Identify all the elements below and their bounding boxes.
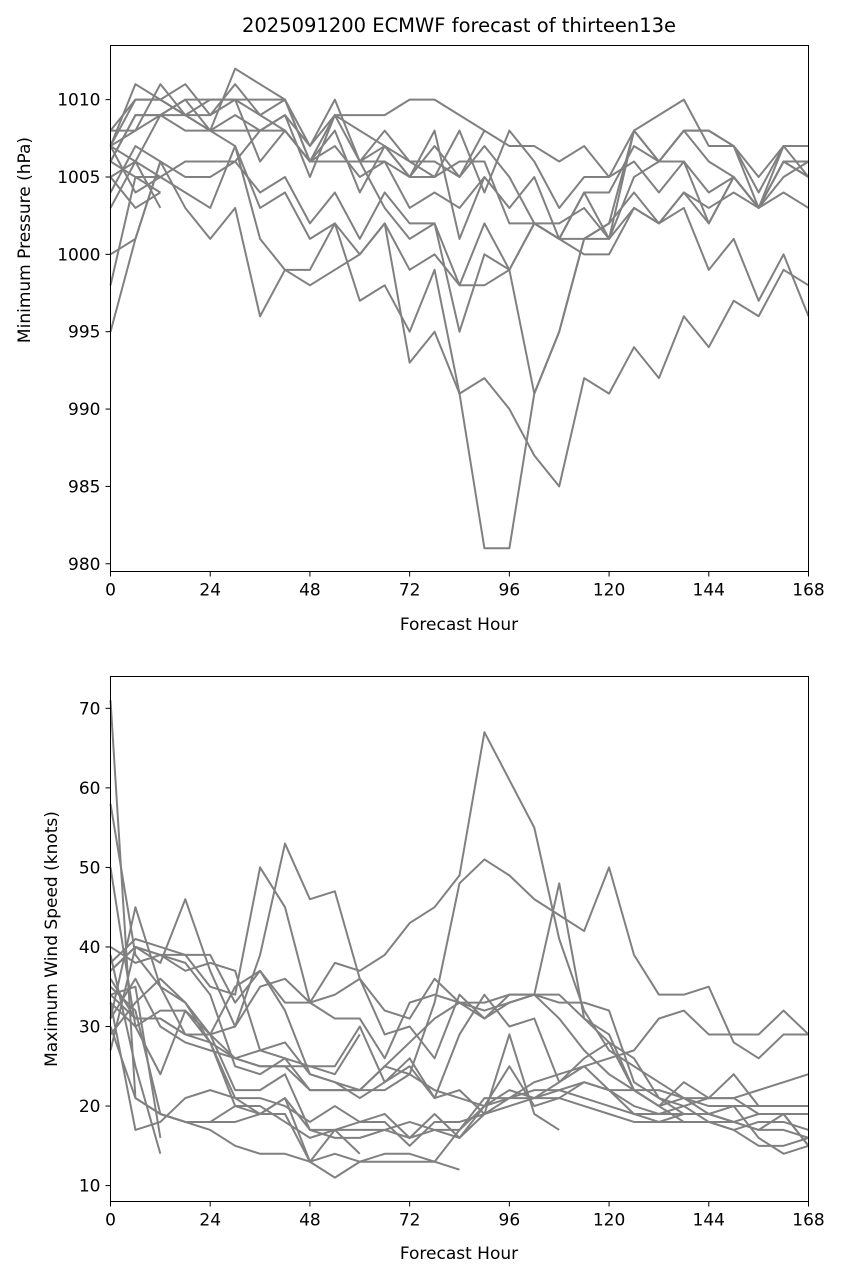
pressure-series-line-17 (109, 161, 162, 256)
pressure-y-tick-label: 980 (68, 555, 100, 575)
wind-y-tick-label: 20 (79, 1097, 101, 1117)
pressure-x-tick-label: 24 (199, 581, 221, 601)
wind-axes-frame (110, 676, 809, 1202)
wind-series-line-6 (109, 946, 810, 1108)
wind-y-tick-label: 30 (79, 1018, 101, 1038)
pressure-series-line-11 (109, 98, 485, 163)
wind-series-line-14 (109, 986, 710, 1147)
wind-series-line-19 (110, 985, 162, 1139)
wind-series-line-15 (109, 882, 809, 1131)
wind-series-line-17 (109, 977, 361, 1076)
pressure-x-tick-label: 168 (792, 581, 824, 601)
wind-x-axis-label: Forecast Hour (400, 1244, 518, 1264)
pressure-series-group (109, 67, 810, 550)
pressure-x-tick-label: 72 (399, 581, 421, 601)
wind-series-line-4 (109, 731, 809, 1108)
wind-series-line-12 (109, 993, 809, 1108)
pressure-series-line-3 (109, 67, 809, 209)
pressure-x-tick-label: 0 (105, 581, 116, 601)
pressure-x-tick-label: 144 (693, 581, 725, 601)
pressure-y-tick-label: 990 (68, 400, 100, 420)
pressure-series-line-12 (109, 114, 486, 240)
wind-y-tick-label: 50 (79, 858, 101, 878)
wind-x-tick-label: 24 (199, 1211, 221, 1231)
pressure-panel: 2025091200 ECMWF forecast of thirteen13e… (15, 14, 825, 635)
pressure-y-tick-label: 1005 (57, 168, 100, 188)
wind-x-tick-label: 168 (792, 1211, 824, 1231)
wind-y-tick-label: 70 (79, 699, 101, 719)
pressure-series-line-13 (109, 145, 161, 194)
pressure-x-tick-label: 120 (593, 581, 625, 601)
pressure-y-tick-label: 1010 (57, 91, 100, 111)
pressure-x-tick-label: 48 (299, 581, 321, 601)
wind-x-tick-label: 48 (299, 1211, 321, 1231)
pressure-series-line-9 (110, 83, 809, 240)
pressure-series-line-15 (109, 145, 162, 209)
pressure-x-tick-label: 96 (499, 581, 521, 601)
pressure-y-tick-label: 1000 (57, 245, 100, 265)
pressure-series-line-10 (109, 129, 810, 256)
wind-x-tick-label: 72 (399, 1211, 421, 1231)
pressure-series-line-5 (109, 114, 810, 317)
wind-x-tick-label: 144 (693, 1211, 725, 1231)
wind-y-tick-label: 10 (79, 1177, 101, 1197)
pressure-y-axis-label: Minimum Pressure (hPa) (15, 137, 35, 343)
pressure-series-line-8 (109, 129, 810, 550)
pressure-y-tick-label: 995 (68, 323, 100, 343)
pressure-ticks-group: 0 24 48 72 96 120 144 168 980 985 990 995 1000 1005 10… (57, 91, 824, 601)
wind-series-line-3 (109, 803, 809, 1092)
wind-series-group (109, 700, 810, 1179)
wind-x-tick-label: 96 (499, 1211, 521, 1231)
wind-y-axis-label: Maximum Wind Speed (knots) (42, 811, 62, 1067)
pressure-y-tick-label: 985 (68, 477, 100, 497)
wind-panel: Forecast Hour Maximum Wind Speed (knots)… (42, 676, 825, 1264)
wind-x-tick-label: 120 (593, 1211, 625, 1231)
wind-y-tick-label: 60 (79, 779, 101, 799)
pressure-x-axis-label: Forecast Hour (400, 615, 518, 635)
wind-ticks-group: 0 24 48 72 96 120 144 168 10 20 30 40 50 60 70 (79, 699, 825, 1230)
wind-y-tick-label: 40 (79, 938, 101, 958)
pressure-axes-frame (110, 45, 809, 572)
pressure-series-line-14 (109, 176, 161, 209)
chart-title: 2025091200 ECMWF forecast of thirteen13e (242, 14, 676, 37)
wind-x-tick-label: 0 (105, 1211, 116, 1231)
